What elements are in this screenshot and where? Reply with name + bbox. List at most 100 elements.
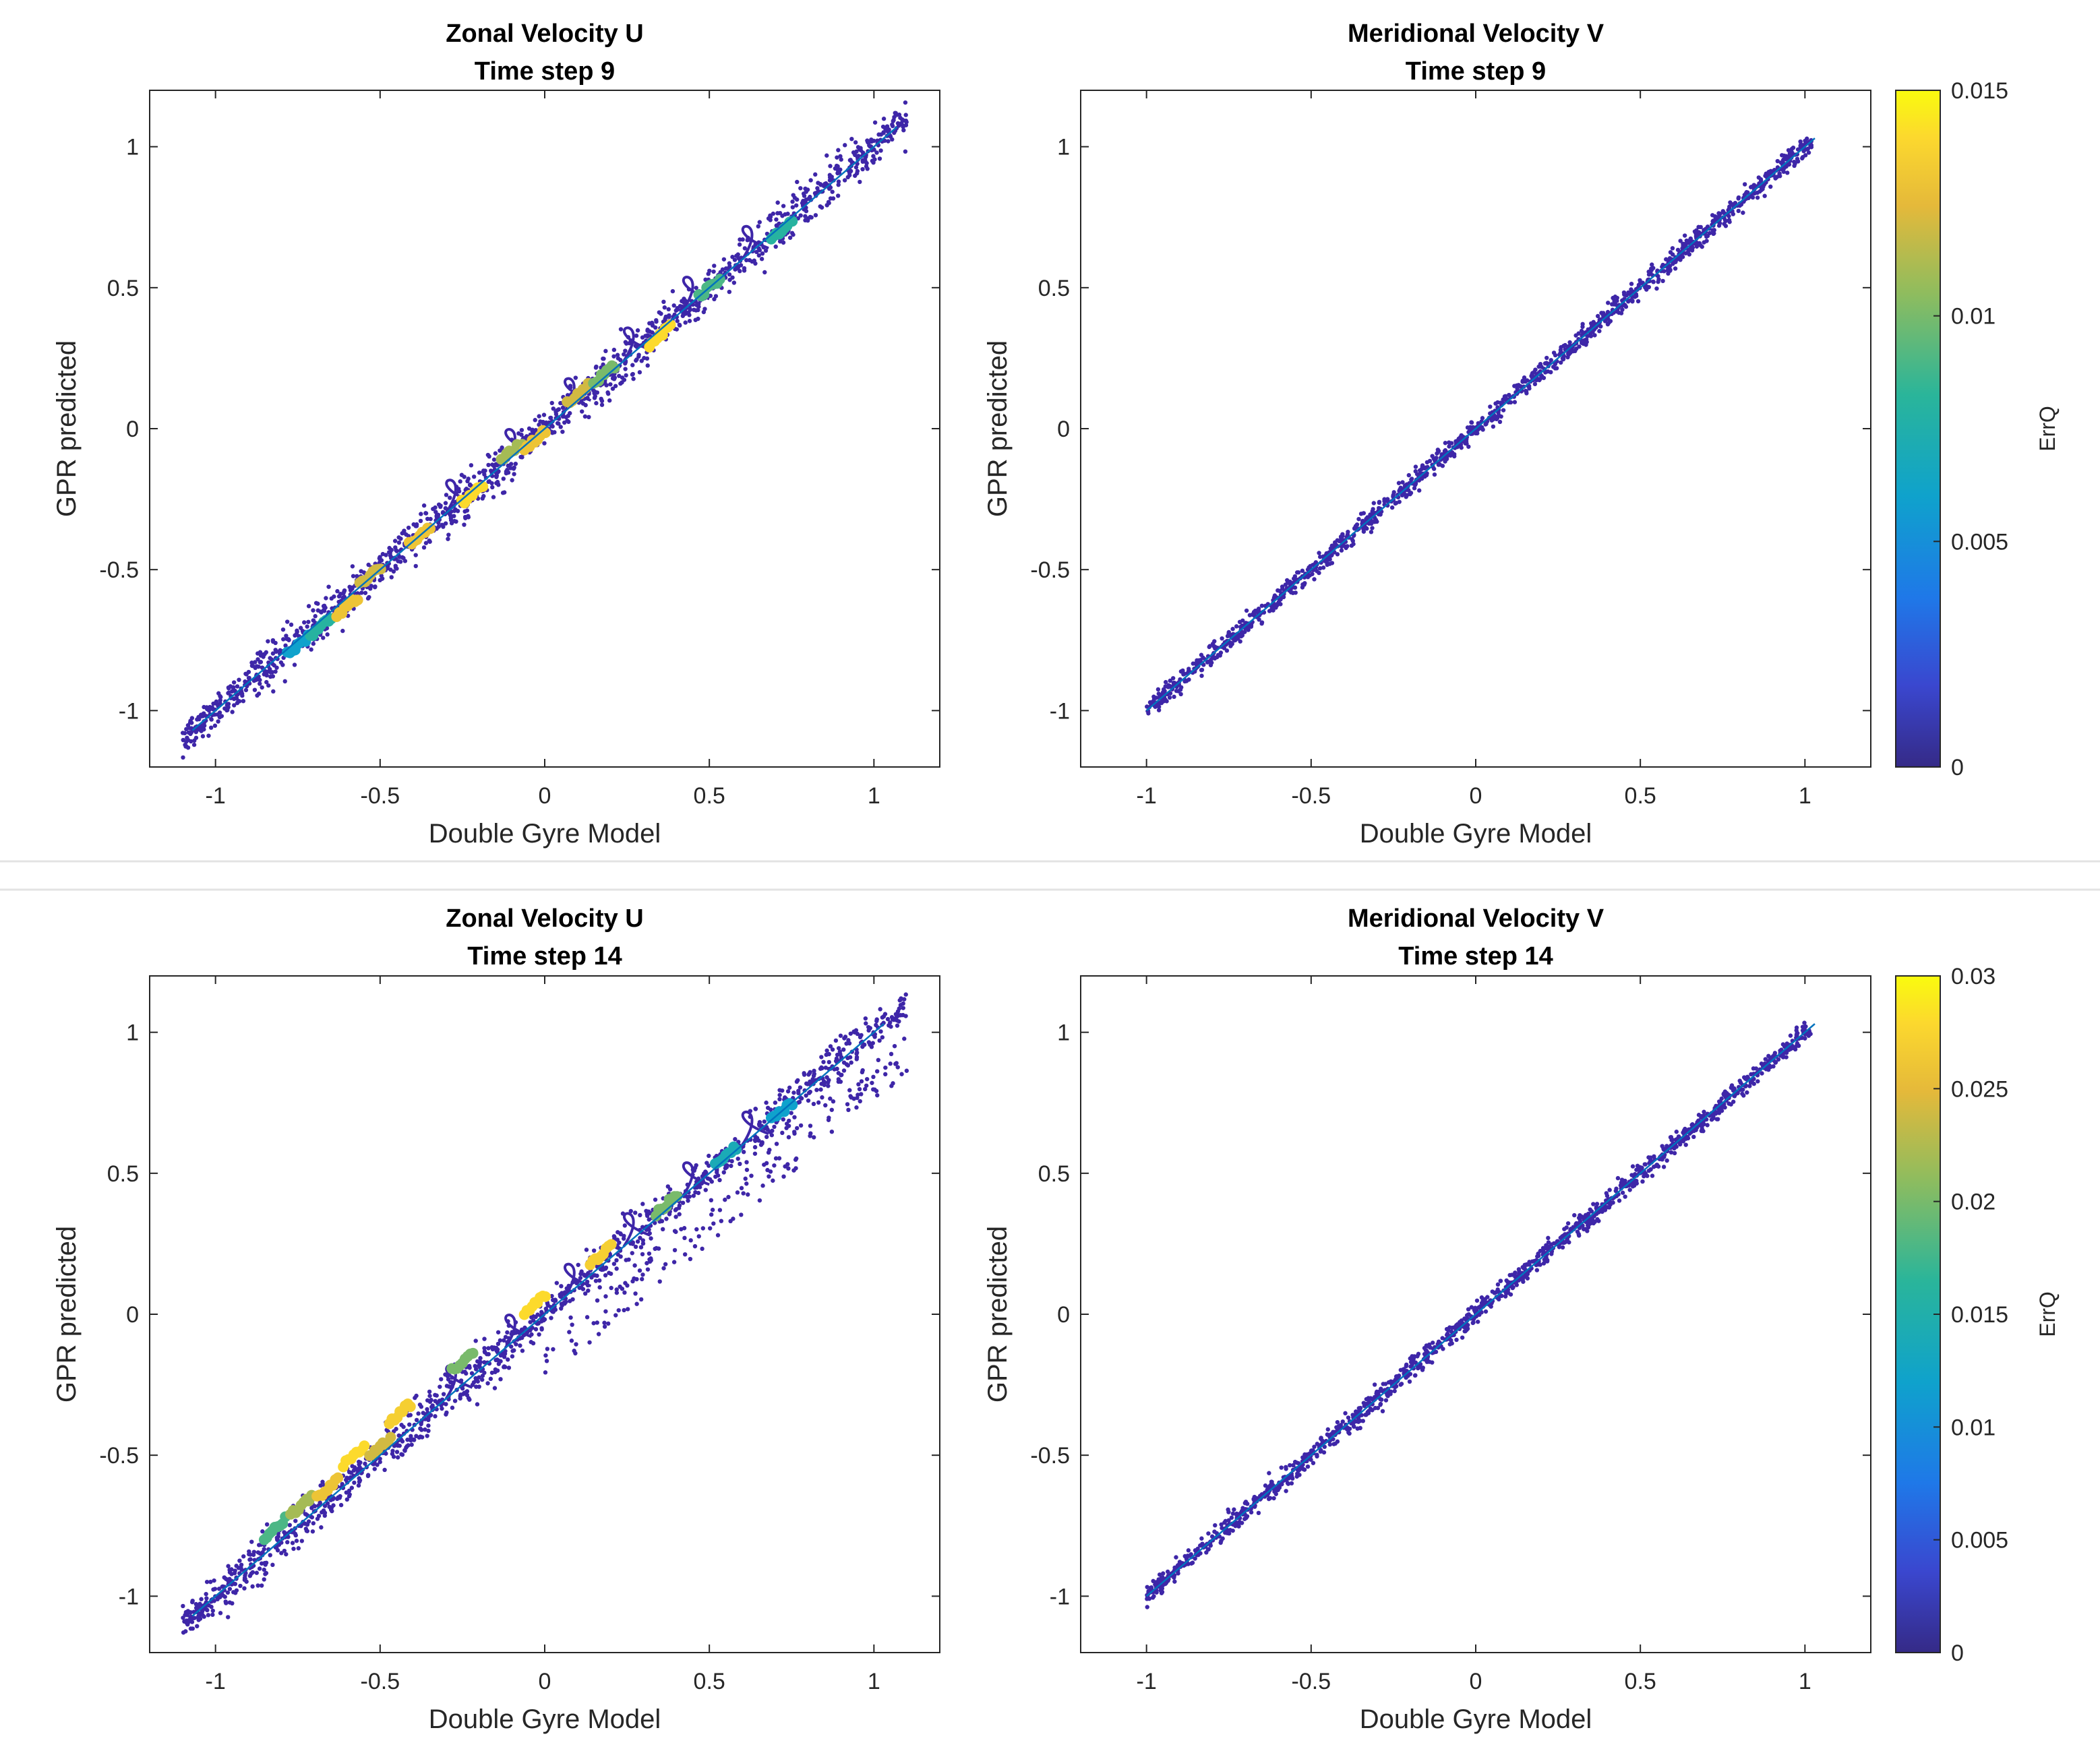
data-point	[1164, 699, 1169, 704]
data-point	[201, 711, 206, 716]
data-point	[1513, 1274, 1518, 1279]
data-point	[1736, 208, 1741, 214]
data-point	[1707, 230, 1712, 236]
data-point	[452, 514, 456, 518]
data-point	[683, 320, 688, 325]
data-point	[389, 575, 394, 580]
data-point	[429, 1398, 433, 1403]
data-point	[1755, 190, 1760, 195]
data-point	[881, 131, 886, 135]
data-point	[1156, 708, 1162, 712]
data-point	[402, 528, 407, 533]
data-point	[595, 1298, 600, 1303]
data-point	[1157, 1572, 1162, 1577]
data-point	[1370, 526, 1375, 530]
data-point	[543, 1353, 548, 1358]
data-point	[485, 452, 491, 458]
data-point	[501, 476, 506, 481]
data-point	[280, 627, 286, 632]
data-point	[241, 698, 246, 704]
data-point	[1369, 530, 1374, 534]
data-point	[1544, 355, 1549, 361]
data-point	[623, 340, 628, 344]
data-point	[767, 1174, 771, 1179]
data-point	[890, 123, 895, 129]
data-point	[1606, 301, 1611, 305]
data-point	[785, 1162, 790, 1167]
data-point	[498, 1359, 503, 1363]
data-point	[1542, 361, 1548, 366]
data-point	[847, 1055, 853, 1059]
data-point	[568, 383, 573, 388]
data-point	[638, 1245, 644, 1250]
data-point	[854, 171, 860, 176]
data-point	[1621, 290, 1627, 295]
data-point	[1561, 357, 1566, 361]
data-point	[791, 1168, 796, 1173]
error-cluster-point	[467, 1347, 479, 1359]
data-point	[633, 1291, 638, 1296]
data-point	[1795, 159, 1801, 164]
data-point	[502, 1365, 508, 1370]
data-point	[212, 712, 217, 717]
data-point	[623, 348, 628, 353]
data-point	[469, 463, 474, 468]
data-point	[667, 1187, 673, 1192]
data-point	[372, 1467, 377, 1471]
data-point	[721, 257, 727, 262]
data-point	[1343, 544, 1348, 549]
data-point	[632, 1263, 637, 1268]
data-point	[1660, 278, 1665, 284]
trajectory-loop	[741, 224, 769, 261]
data-point	[663, 1262, 668, 1266]
data-point	[567, 1330, 572, 1334]
data-point	[452, 518, 457, 524]
data-point	[603, 348, 608, 354]
data-point	[292, 663, 297, 667]
data-point	[777, 1097, 782, 1102]
data-point	[1651, 279, 1656, 284]
y-tick-label: -1	[119, 698, 139, 724]
data-point	[1541, 375, 1547, 380]
data-point	[682, 1252, 688, 1257]
data-point	[1249, 622, 1254, 627]
data-point	[446, 536, 450, 541]
data-point	[1620, 1190, 1625, 1195]
data-point	[551, 406, 556, 411]
data-point	[568, 1299, 572, 1303]
chart-title: Zonal Velocity U	[446, 904, 644, 933]
data-point	[359, 569, 363, 574]
data-point	[1454, 1337, 1459, 1343]
chart-subtitle: Time step 14	[1398, 942, 1553, 971]
data-point	[504, 469, 509, 474]
data-point	[622, 377, 627, 382]
data-point	[1809, 145, 1814, 150]
data-point	[607, 1252, 612, 1257]
data-point	[795, 179, 800, 185]
data-point	[645, 328, 650, 332]
data-point	[502, 1338, 506, 1343]
data-point	[829, 1107, 835, 1112]
data-point	[1292, 585, 1298, 590]
data-point	[875, 1093, 880, 1098]
data-point	[1381, 1382, 1385, 1386]
data-point	[290, 1541, 295, 1545]
data-point	[1187, 677, 1191, 682]
data-point	[765, 1167, 770, 1173]
data-point	[828, 164, 833, 168]
data-point	[218, 695, 223, 700]
data-point	[680, 1200, 686, 1205]
data-point	[1727, 204, 1732, 209]
data-point	[260, 685, 264, 690]
x-tick-label: -1	[206, 1669, 226, 1694]
data-point	[349, 1485, 355, 1490]
data-point	[184, 727, 189, 732]
data-point	[587, 414, 591, 420]
data-point	[425, 1434, 429, 1438]
data-point	[848, 1094, 853, 1099]
data-point	[682, 1226, 687, 1231]
trajectory-loop	[563, 1262, 592, 1298]
data-point	[537, 414, 541, 419]
data-point	[1749, 185, 1753, 189]
data-point	[645, 1267, 651, 1272]
